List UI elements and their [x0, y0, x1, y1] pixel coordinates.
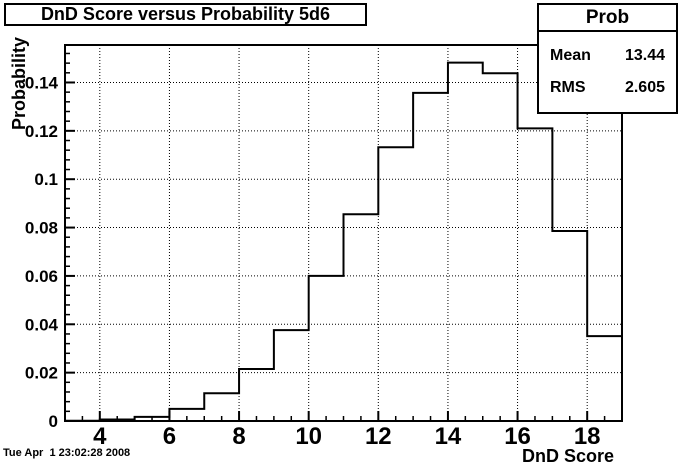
x-tick-label: 10 — [295, 423, 322, 450]
stats-box-rows: Mean 13.44 RMS 2.605 — [539, 32, 676, 112]
histogram-line — [65, 61, 622, 422]
y-tick-label: 0.14 — [25, 73, 59, 92]
chart-title-box: DnD Score versus Probability 5d6 — [4, 3, 367, 26]
y-tick-labels: 0 0.02 0.04 0.06 0.08 0.1 0.12 0.14 — [25, 73, 59, 431]
y-tick-label: 0 — [49, 412, 58, 431]
stats-row-rms: RMS 2.605 — [550, 79, 665, 97]
y-tick-label: 0.04 — [25, 315, 59, 334]
stats-mean-value: 13.44 — [624, 46, 665, 64]
y-tick-label: 0.12 — [25, 122, 58, 141]
axis-ticks — [65, 52, 606, 422]
x-tick-label: 6 — [163, 423, 176, 450]
x-tick-label: 4 — [93, 423, 107, 450]
stats-row-mean: Mean 13.44 — [550, 47, 665, 65]
date-stamp: Tue Apr 1 23:02:28 2008 — [3, 447, 131, 459]
x-axis-title: DnD Score — [521, 446, 614, 466]
plot-frame — [64, 44, 623, 422]
stats-rms-value: 2.605 — [624, 79, 665, 97]
x-tick-label: 18 — [574, 423, 601, 450]
stats-box: Prob Mean 13.44 RMS 2.605 — [537, 3, 678, 114]
y-tick-label: 0.08 — [25, 219, 58, 238]
stats-rms-label: RMS — [550, 79, 586, 97]
x-tick-label: 8 — [232, 423, 245, 450]
y-axis-title: Probability — [9, 36, 29, 130]
stats-box-title: Prob — [539, 5, 676, 32]
x-tick-labels: 4 6 8 10 12 14 16 18 — [93, 423, 600, 450]
x-tick-label: 16 — [504, 423, 531, 450]
x-tick-label: 12 — [365, 423, 392, 450]
stats-mean-label: Mean — [550, 46, 591, 64]
y-tick-label: 0.06 — [25, 267, 58, 286]
y-tick-label: 0.02 — [25, 364, 58, 383]
y-tick-label: 0.1 — [34, 170, 58, 189]
x-tick-label: 14 — [435, 423, 462, 450]
chart-title: DnD Score versus Probability 5d6 — [40, 4, 331, 24]
